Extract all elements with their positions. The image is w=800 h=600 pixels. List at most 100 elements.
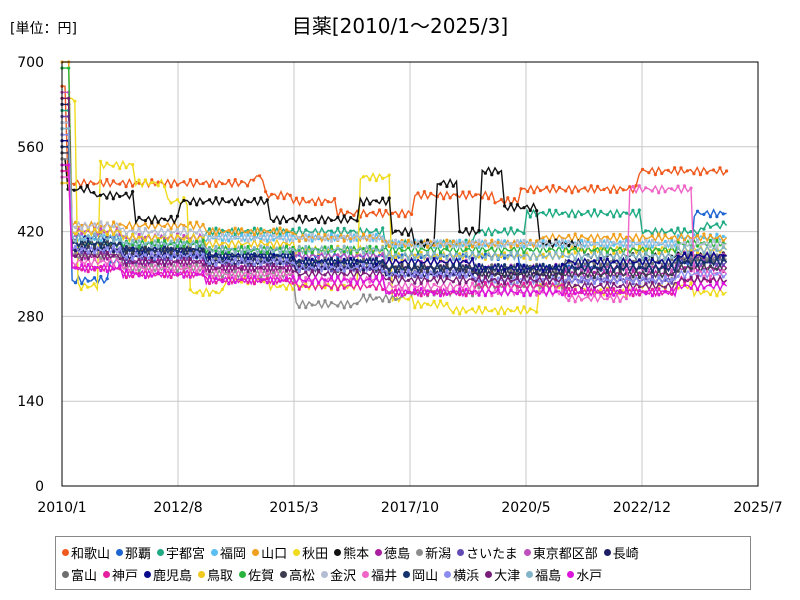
data-point: [503, 251, 507, 255]
data-point: [541, 255, 545, 259]
data-point: [207, 247, 212, 251]
legend-label: 神戸: [112, 568, 139, 584]
data-point: [163, 257, 167, 261]
data-point: [625, 262, 629, 267]
data-point: [573, 251, 577, 255]
data-point: [458, 257, 462, 261]
data-point: [246, 200, 250, 204]
data-point: [323, 245, 327, 249]
data-point: [93, 256, 97, 261]
data-point: [438, 271, 443, 275]
data-point: [137, 232, 141, 236]
legend-item: 福島: [526, 565, 561, 584]
data-point: [416, 191, 420, 195]
data-point: [612, 232, 616, 236]
data-point: [381, 275, 385, 280]
data-point: [650, 265, 655, 269]
data-point: [461, 190, 465, 194]
data-point: [483, 280, 487, 285]
data-point: [163, 254, 167, 258]
data-point: [118, 194, 122, 199]
data-point: [637, 288, 642, 293]
data-point: [387, 173, 391, 177]
data-point: [259, 255, 263, 259]
data-point: [509, 226, 513, 230]
data-point: [304, 282, 308, 286]
data-point: [669, 228, 674, 232]
data-point: [541, 262, 545, 266]
data-point: [214, 249, 218, 253]
data-point: [73, 226, 78, 230]
data-point: [99, 269, 103, 273]
data-point: [650, 253, 655, 258]
data-point: [361, 271, 366, 275]
data-point: [374, 179, 378, 183]
data-point: [670, 245, 674, 249]
data-point: [188, 228, 192, 232]
legend-marker-icon: [293, 548, 301, 556]
data-point: [432, 269, 436, 273]
legend-item: 高松: [280, 565, 315, 584]
data-point: [67, 66, 71, 70]
data-point: [233, 251, 237, 255]
data-point: [310, 266, 314, 270]
data-point: [438, 239, 443, 243]
data-point: [503, 253, 507, 257]
data-point: [702, 277, 706, 281]
data-point: [715, 245, 719, 249]
data-point: [355, 233, 359, 237]
data-point: [368, 244, 372, 248]
data-point: [99, 264, 103, 269]
data-point: [413, 256, 417, 260]
legend-item: 山口: [252, 543, 287, 562]
data-point: [708, 264, 713, 268]
unit-label: [単位：円]: [10, 21, 77, 37]
data-point: [80, 268, 84, 272]
data-point: [464, 280, 468, 285]
data-point: [515, 288, 520, 292]
data-point: [676, 234, 680, 238]
data-point: [503, 312, 507, 316]
data-point: [361, 203, 366, 207]
data-point: [272, 282, 276, 286]
legend-label: 佐賀: [248, 568, 275, 584]
data-point: [252, 246, 256, 250]
legend-marker-icon: [62, 570, 69, 578]
data-point: [304, 256, 308, 260]
data-point: [426, 289, 430, 293]
data-point: [413, 306, 417, 310]
legend-label: 福井: [371, 568, 398, 584]
data-point: [381, 226, 385, 230]
data-point: [342, 244, 346, 248]
data-point: [692, 172, 696, 176]
data-point: [670, 292, 674, 296]
data-point: [702, 255, 706, 259]
data-point: [124, 263, 128, 267]
data-point: [637, 271, 642, 275]
data-point: [374, 266, 378, 270]
data-point: [233, 226, 237, 230]
data-point: [195, 203, 199, 207]
data-point: [522, 256, 526, 260]
legend-label: 山口: [261, 546, 288, 562]
legend-marker-icon: [252, 548, 260, 556]
data-point: [246, 244, 250, 249]
data-point: [317, 220, 321, 225]
data-point: [650, 274, 655, 279]
data-point: [124, 275, 128, 280]
data-point: [586, 279, 590, 283]
y-tick-label: 140: [17, 394, 44, 410]
data-point: [156, 233, 160, 237]
data-point: [143, 263, 147, 268]
data-point: [547, 252, 552, 256]
data-point: [137, 178, 141, 182]
data-point: [560, 275, 565, 279]
data-point: [702, 290, 706, 294]
data-point: [592, 242, 597, 246]
data-point: [554, 287, 558, 291]
data-point: [702, 251, 706, 255]
data-point: [696, 274, 700, 279]
data-point: [580, 263, 584, 267]
data-point: [612, 251, 616, 255]
data-point: [573, 300, 577, 304]
